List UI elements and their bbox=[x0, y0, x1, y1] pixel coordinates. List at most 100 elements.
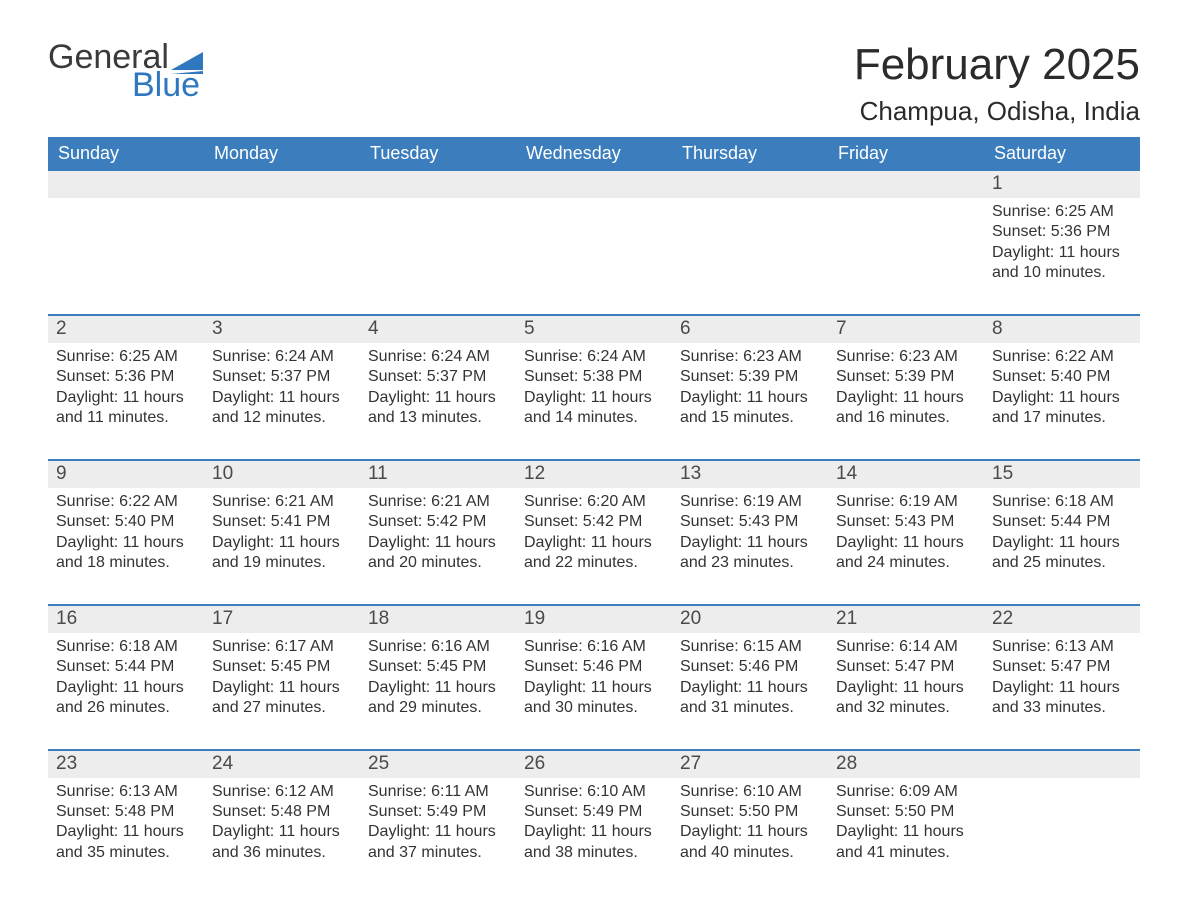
day-details: Sunrise: 6:19 AMSunset: 5:43 PMDaylight:… bbox=[828, 488, 984, 592]
day-detail-line: Sunset: 5:37 PM bbox=[212, 367, 352, 387]
day-detail-line: Sunrise: 6:21 AM bbox=[212, 492, 352, 512]
day-details-row: Sunrise: 6:13 AMSunset: 5:48 PMDaylight:… bbox=[48, 778, 1140, 882]
day-detail-line: Sunrise: 6:22 AM bbox=[56, 492, 196, 512]
day-number: 11 bbox=[360, 461, 516, 488]
day-detail-line: Sunset: 5:49 PM bbox=[368, 802, 508, 822]
day-number: 19 bbox=[516, 606, 672, 633]
week: 9101112131415Sunrise: 6:22 AMSunset: 5:4… bbox=[48, 459, 1140, 592]
day-detail-line: Daylight: 11 hours and 24 minutes. bbox=[836, 533, 976, 574]
dow-cell: Tuesday bbox=[360, 137, 516, 171]
day-details: Sunrise: 6:18 AMSunset: 5:44 PMDaylight:… bbox=[984, 488, 1140, 592]
day-details bbox=[360, 198, 516, 302]
day-details: Sunrise: 6:21 AMSunset: 5:42 PMDaylight:… bbox=[360, 488, 516, 592]
day-detail-line: Sunrise: 6:11 AM bbox=[368, 782, 508, 802]
day-details: Sunrise: 6:16 AMSunset: 5:46 PMDaylight:… bbox=[516, 633, 672, 737]
day-details: Sunrise: 6:17 AMSunset: 5:45 PMDaylight:… bbox=[204, 633, 360, 737]
day-number: 28 bbox=[828, 751, 984, 778]
logo: General Blue bbox=[48, 40, 203, 102]
day-detail-line: Sunset: 5:38 PM bbox=[524, 367, 664, 387]
day-number: 12 bbox=[516, 461, 672, 488]
day-detail-line: Sunrise: 6:21 AM bbox=[368, 492, 508, 512]
day-detail-line: Sunrise: 6:16 AM bbox=[368, 637, 508, 657]
day-details bbox=[672, 198, 828, 302]
day-detail-line: Daylight: 11 hours and 29 minutes. bbox=[368, 678, 508, 719]
day-number: 6 bbox=[672, 316, 828, 343]
day-details: Sunrise: 6:18 AMSunset: 5:44 PMDaylight:… bbox=[48, 633, 204, 737]
day-number: 24 bbox=[204, 751, 360, 778]
day-details: Sunrise: 6:14 AMSunset: 5:47 PMDaylight:… bbox=[828, 633, 984, 737]
day-detail-line: Daylight: 11 hours and 26 minutes. bbox=[56, 678, 196, 719]
day-details: Sunrise: 6:11 AMSunset: 5:49 PMDaylight:… bbox=[360, 778, 516, 882]
day-number: 17 bbox=[204, 606, 360, 633]
day-number: 14 bbox=[828, 461, 984, 488]
day-detail-line: Daylight: 11 hours and 10 minutes. bbox=[992, 243, 1132, 284]
day-detail-line: Sunset: 5:48 PM bbox=[56, 802, 196, 822]
day-detail-line: Sunset: 5:47 PM bbox=[992, 657, 1132, 677]
day-detail-line: Sunset: 5:39 PM bbox=[836, 367, 976, 387]
day-detail-line: Sunrise: 6:14 AM bbox=[836, 637, 976, 657]
day-detail-line: Sunset: 5:43 PM bbox=[836, 512, 976, 532]
day-number: 26 bbox=[516, 751, 672, 778]
day-of-week-header: SundayMondayTuesdayWednesdayThursdayFrid… bbox=[48, 137, 1140, 171]
day-detail-line: Sunrise: 6:13 AM bbox=[992, 637, 1132, 657]
day-details: Sunrise: 6:19 AMSunset: 5:43 PMDaylight:… bbox=[672, 488, 828, 592]
day-number: 27 bbox=[672, 751, 828, 778]
day-detail-line: Daylight: 11 hours and 35 minutes. bbox=[56, 822, 196, 863]
day-detail-line: Sunset: 5:36 PM bbox=[56, 367, 196, 387]
dow-cell: Thursday bbox=[672, 137, 828, 171]
day-detail-line: Daylight: 11 hours and 31 minutes. bbox=[680, 678, 820, 719]
day-number-row: 9101112131415 bbox=[48, 461, 1140, 488]
day-detail-line: Sunset: 5:46 PM bbox=[680, 657, 820, 677]
day-detail-line: Daylight: 11 hours and 13 minutes. bbox=[368, 388, 508, 429]
day-detail-line: Sunrise: 6:24 AM bbox=[212, 347, 352, 367]
day-detail-line: Sunrise: 6:18 AM bbox=[56, 637, 196, 657]
day-detail-line: Daylight: 11 hours and 30 minutes. bbox=[524, 678, 664, 719]
week: 232425262728Sunrise: 6:13 AMSunset: 5:48… bbox=[48, 749, 1140, 882]
month-title: February 2025 bbox=[854, 40, 1140, 90]
day-detail-line: Sunset: 5:48 PM bbox=[212, 802, 352, 822]
title-block: February 2025 Champua, Odisha, India bbox=[854, 40, 1140, 127]
day-details bbox=[48, 198, 204, 302]
day-details: Sunrise: 6:16 AMSunset: 5:45 PMDaylight:… bbox=[360, 633, 516, 737]
day-detail-line: Sunrise: 6:24 AM bbox=[368, 347, 508, 367]
day-detail-line: Sunrise: 6:16 AM bbox=[524, 637, 664, 657]
day-number: 13 bbox=[672, 461, 828, 488]
day-number: 5 bbox=[516, 316, 672, 343]
day-number: 21 bbox=[828, 606, 984, 633]
day-number: 16 bbox=[48, 606, 204, 633]
header: General Blue February 2025 Champua, Odis… bbox=[48, 40, 1140, 127]
day-details: Sunrise: 6:15 AMSunset: 5:46 PMDaylight:… bbox=[672, 633, 828, 737]
day-detail-line: Daylight: 11 hours and 17 minutes. bbox=[992, 388, 1132, 429]
day-number bbox=[672, 171, 828, 198]
day-details: Sunrise: 6:13 AMSunset: 5:48 PMDaylight:… bbox=[48, 778, 204, 882]
day-detail-line: Sunset: 5:39 PM bbox=[680, 367, 820, 387]
day-details: Sunrise: 6:13 AMSunset: 5:47 PMDaylight:… bbox=[984, 633, 1140, 737]
day-number-row: 1 bbox=[48, 171, 1140, 198]
day-detail-line: Sunset: 5:42 PM bbox=[524, 512, 664, 532]
day-detail-line: Sunset: 5:44 PM bbox=[56, 657, 196, 677]
day-detail-line: Sunrise: 6:15 AM bbox=[680, 637, 820, 657]
day-detail-line: Daylight: 11 hours and 18 minutes. bbox=[56, 533, 196, 574]
day-details: Sunrise: 6:24 AMSunset: 5:38 PMDaylight:… bbox=[516, 343, 672, 447]
day-detail-line: Sunset: 5:49 PM bbox=[524, 802, 664, 822]
day-number-row: 232425262728 bbox=[48, 751, 1140, 778]
day-number: 3 bbox=[204, 316, 360, 343]
day-details bbox=[516, 198, 672, 302]
day-detail-line: Sunset: 5:40 PM bbox=[56, 512, 196, 532]
day-details: Sunrise: 6:24 AMSunset: 5:37 PMDaylight:… bbox=[360, 343, 516, 447]
day-detail-line: Sunrise: 6:19 AM bbox=[836, 492, 976, 512]
day-detail-line: Sunset: 5:43 PM bbox=[680, 512, 820, 532]
day-detail-line: Daylight: 11 hours and 36 minutes. bbox=[212, 822, 352, 863]
day-detail-line: Sunset: 5:36 PM bbox=[992, 222, 1132, 242]
day-details: Sunrise: 6:12 AMSunset: 5:48 PMDaylight:… bbox=[204, 778, 360, 882]
day-detail-line: Daylight: 11 hours and 11 minutes. bbox=[56, 388, 196, 429]
day-detail-line: Daylight: 11 hours and 25 minutes. bbox=[992, 533, 1132, 574]
day-details-row: Sunrise: 6:18 AMSunset: 5:44 PMDaylight:… bbox=[48, 633, 1140, 737]
day-number bbox=[984, 751, 1140, 778]
day-detail-line: Sunrise: 6:25 AM bbox=[992, 202, 1132, 222]
day-number-row: 2345678 bbox=[48, 316, 1140, 343]
day-number: 4 bbox=[360, 316, 516, 343]
dow-cell: Friday bbox=[828, 137, 984, 171]
day-number: 22 bbox=[984, 606, 1140, 633]
day-detail-line: Sunset: 5:47 PM bbox=[836, 657, 976, 677]
